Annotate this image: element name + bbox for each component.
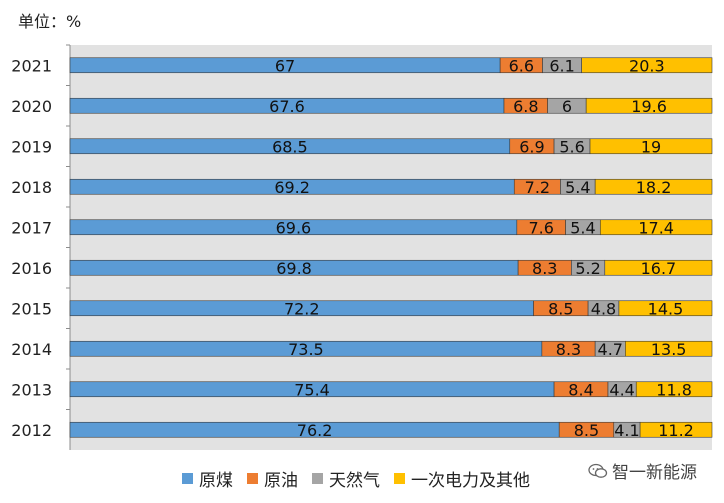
bar-primary-electricity-2020 bbox=[585, 97, 713, 114]
legend-swatch-raw-coal bbox=[182, 473, 193, 484]
data-label-crude-oil-2021: 6.6 bbox=[509, 56, 534, 75]
data-label-crude-oil-2017: 7.6 bbox=[529, 218, 554, 237]
data-label-raw-coal-2014: 73.5 bbox=[288, 340, 324, 359]
data-label-natural-gas-2014: 4.7 bbox=[598, 340, 623, 359]
legend-swatch-natural-gas bbox=[312, 473, 323, 484]
y-tick-label-2013: 2013 bbox=[11, 380, 52, 399]
data-label-primary-electricity-2017: 17.4 bbox=[638, 218, 674, 237]
unit-label: 单位：% bbox=[18, 12, 82, 31]
y-tick-label-2016: 2016 bbox=[11, 259, 52, 278]
data-label-raw-coal-2018: 69.2 bbox=[274, 178, 310, 197]
legend-label-primary-electricity: 一次电力及其他 bbox=[411, 471, 530, 491]
bar-primary-electricity-2021 bbox=[581, 57, 713, 74]
legend-label-raw-coal: 原煤 bbox=[199, 471, 233, 491]
data-label-raw-coal-2021: 67 bbox=[275, 56, 295, 75]
data-label-raw-coal-2012: 76.2 bbox=[297, 421, 333, 440]
wechat-icon bbox=[588, 463, 608, 478]
watermark: 智一新能源 bbox=[588, 458, 697, 483]
data-label-raw-coal-2015: 72.2 bbox=[284, 299, 320, 318]
watermark-text: 智一新能源 bbox=[612, 463, 697, 483]
bar-primary-electricity-2014 bbox=[625, 340, 713, 357]
bar-primary-electricity-2018 bbox=[594, 178, 713, 195]
y-tick-label-2021: 2021 bbox=[11, 56, 52, 75]
data-label-primary-electricity-2015: 14.5 bbox=[648, 299, 684, 318]
data-label-natural-gas-2012: 4.1 bbox=[614, 421, 639, 440]
legend-item-raw-coal: 原煤 bbox=[182, 466, 233, 491]
data-label-crude-oil-2014: 8.3 bbox=[556, 340, 581, 359]
data-label-natural-gas-2013: 4.4 bbox=[609, 380, 634, 399]
data-label-natural-gas-2016: 5.2 bbox=[575, 259, 600, 278]
data-label-primary-electricity-2018: 18.2 bbox=[636, 178, 672, 197]
chart-legend: 原煤 原油 天然气 一次电力及其他 bbox=[182, 466, 544, 491]
legend-label-natural-gas: 天然气 bbox=[329, 471, 380, 491]
data-label-crude-oil-2019: 6.9 bbox=[519, 137, 544, 156]
data-label-natural-gas-2021: 6.1 bbox=[549, 56, 574, 75]
data-label-crude-oil-2016: 8.3 bbox=[532, 259, 557, 278]
bar-primary-electricity-2019 bbox=[589, 138, 713, 155]
legend-item-primary-electricity: 一次电力及其他 bbox=[394, 466, 530, 491]
data-label-natural-gas-2019: 5.6 bbox=[559, 137, 584, 156]
data-label-primary-electricity-2013: 11.8 bbox=[656, 380, 692, 399]
bar-primary-electricity-2012 bbox=[639, 421, 713, 438]
y-tick-label-2020: 2020 bbox=[11, 97, 52, 116]
y-tick-label-2019: 2019 bbox=[11, 137, 52, 156]
data-label-raw-coal-2016: 69.8 bbox=[276, 259, 312, 278]
data-label-crude-oil-2018: 7.2 bbox=[525, 178, 550, 197]
data-label-primary-electricity-2020: 19.6 bbox=[631, 97, 667, 116]
y-tick-label-2018: 2018 bbox=[11, 178, 52, 197]
data-label-crude-oil-2012: 8.5 bbox=[574, 421, 599, 440]
bar-primary-electricity-2017 bbox=[599, 219, 713, 236]
bar-primary-electricity-2015 bbox=[618, 300, 713, 317]
y-tick-label-2017: 2017 bbox=[11, 218, 52, 237]
data-label-natural-gas-2018: 5.4 bbox=[565, 178, 590, 197]
legend-item-natural-gas: 天然气 bbox=[312, 466, 380, 491]
data-label-raw-coal-2019: 68.5 bbox=[272, 137, 308, 156]
data-label-crude-oil-2015: 8.5 bbox=[548, 299, 573, 318]
legend-item-crude-oil: 原油 bbox=[247, 466, 298, 491]
data-label-raw-coal-2020: 67.6 bbox=[269, 97, 305, 116]
legend-swatch-primary-electricity bbox=[394, 473, 405, 484]
y-tick-label-2014: 2014 bbox=[11, 340, 52, 359]
data-label-natural-gas-2020: 6 bbox=[562, 97, 572, 116]
legend-label-crude-oil: 原油 bbox=[264, 471, 298, 491]
data-label-crude-oil-2013: 8.4 bbox=[568, 380, 593, 399]
data-label-primary-electricity-2016: 16.7 bbox=[641, 259, 677, 278]
data-label-raw-coal-2013: 75.4 bbox=[294, 380, 330, 399]
y-tick-label-2012: 2012 bbox=[11, 421, 52, 440]
data-label-primary-electricity-2019: 19 bbox=[641, 137, 661, 156]
data-label-primary-electricity-2021: 20.3 bbox=[629, 56, 665, 75]
data-label-natural-gas-2015: 4.8 bbox=[591, 299, 616, 318]
data-label-natural-gas-2017: 5.4 bbox=[570, 218, 595, 237]
y-tick-label-2015: 2015 bbox=[11, 299, 52, 318]
legend-swatch-crude-oil bbox=[247, 473, 258, 484]
bar-primary-electricity-2016 bbox=[604, 259, 713, 276]
data-label-crude-oil-2020: 6.8 bbox=[513, 97, 538, 116]
data-label-primary-electricity-2014: 13.5 bbox=[651, 340, 687, 359]
data-label-raw-coal-2017: 69.6 bbox=[276, 218, 312, 237]
bar-primary-electricity-2013 bbox=[635, 381, 713, 398]
data-label-primary-electricity-2012: 11.2 bbox=[658, 421, 694, 440]
